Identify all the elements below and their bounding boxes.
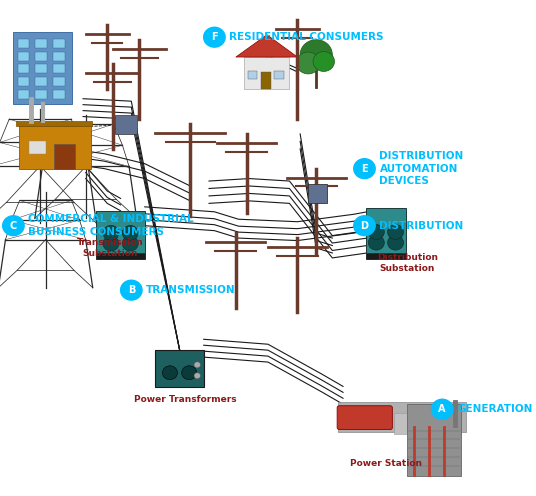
- FancyBboxPatch shape: [96, 211, 145, 253]
- FancyBboxPatch shape: [18, 52, 29, 61]
- FancyBboxPatch shape: [18, 39, 29, 48]
- Text: DISTRIBUTION
AUTOMATION
DEVICES: DISTRIBUTION AUTOMATION DEVICES: [379, 151, 464, 186]
- Circle shape: [368, 225, 384, 240]
- Text: E: E: [361, 164, 368, 174]
- FancyBboxPatch shape: [35, 39, 47, 48]
- FancyBboxPatch shape: [115, 115, 137, 134]
- Circle shape: [122, 236, 138, 251]
- FancyBboxPatch shape: [53, 52, 65, 61]
- Text: C: C: [10, 221, 17, 231]
- Circle shape: [103, 236, 119, 251]
- Circle shape: [121, 280, 142, 300]
- FancyBboxPatch shape: [35, 90, 47, 99]
- Polygon shape: [236, 35, 297, 57]
- FancyBboxPatch shape: [53, 64, 65, 73]
- Text: Transmission
Substation: Transmission Substation: [77, 238, 143, 258]
- FancyBboxPatch shape: [407, 404, 461, 476]
- Text: Distribution
Substation: Distribution Substation: [377, 253, 438, 273]
- Circle shape: [388, 235, 404, 250]
- Text: TRANSMISSION: TRANSMISSION: [146, 285, 236, 295]
- FancyBboxPatch shape: [13, 32, 72, 104]
- FancyBboxPatch shape: [18, 64, 29, 73]
- Circle shape: [103, 225, 119, 240]
- Circle shape: [313, 52, 334, 71]
- FancyBboxPatch shape: [308, 184, 327, 203]
- FancyBboxPatch shape: [19, 126, 91, 169]
- Circle shape: [182, 366, 197, 380]
- Text: GENERATION: GENERATION: [457, 404, 533, 414]
- Circle shape: [388, 225, 404, 240]
- Circle shape: [204, 27, 225, 47]
- FancyBboxPatch shape: [394, 413, 461, 434]
- FancyBboxPatch shape: [274, 71, 284, 79]
- Text: DISTRIBUTION: DISTRIBUTION: [379, 221, 464, 231]
- Text: Power Station: Power Station: [350, 459, 422, 468]
- Text: A: A: [438, 404, 446, 414]
- Circle shape: [354, 216, 375, 236]
- FancyBboxPatch shape: [18, 77, 29, 86]
- FancyBboxPatch shape: [35, 64, 47, 73]
- Text: RESIDENTIAL CONSUMERS: RESIDENTIAL CONSUMERS: [229, 32, 384, 42]
- Text: D: D: [361, 221, 368, 231]
- Circle shape: [162, 366, 177, 380]
- Circle shape: [194, 362, 200, 368]
- Text: Power Transformers: Power Transformers: [133, 395, 236, 404]
- Circle shape: [354, 159, 375, 179]
- FancyBboxPatch shape: [96, 253, 145, 259]
- FancyBboxPatch shape: [35, 52, 47, 61]
- FancyBboxPatch shape: [18, 90, 29, 99]
- Text: F: F: [211, 32, 218, 42]
- Circle shape: [296, 52, 320, 74]
- FancyBboxPatch shape: [366, 253, 406, 259]
- Text: B: B: [128, 285, 135, 295]
- Circle shape: [194, 373, 200, 379]
- Circle shape: [300, 40, 332, 69]
- Circle shape: [3, 216, 24, 236]
- FancyBboxPatch shape: [155, 350, 204, 387]
- FancyBboxPatch shape: [53, 77, 65, 86]
- FancyBboxPatch shape: [261, 72, 271, 89]
- FancyBboxPatch shape: [54, 144, 75, 169]
- Circle shape: [368, 235, 384, 250]
- FancyBboxPatch shape: [337, 406, 392, 430]
- FancyBboxPatch shape: [35, 77, 47, 86]
- FancyBboxPatch shape: [16, 121, 92, 126]
- FancyBboxPatch shape: [338, 402, 466, 432]
- Circle shape: [122, 225, 138, 240]
- FancyBboxPatch shape: [53, 39, 65, 48]
- Circle shape: [431, 399, 453, 419]
- Text: COMMERCIAL & INDUSTRIAL
BUSINESS CONSUMERS: COMMERCIAL & INDUSTRIAL BUSINESS CONSUME…: [28, 214, 194, 237]
- FancyBboxPatch shape: [53, 90, 65, 99]
- FancyBboxPatch shape: [248, 71, 257, 79]
- FancyBboxPatch shape: [244, 57, 289, 89]
- FancyBboxPatch shape: [29, 141, 46, 154]
- FancyBboxPatch shape: [366, 208, 406, 253]
